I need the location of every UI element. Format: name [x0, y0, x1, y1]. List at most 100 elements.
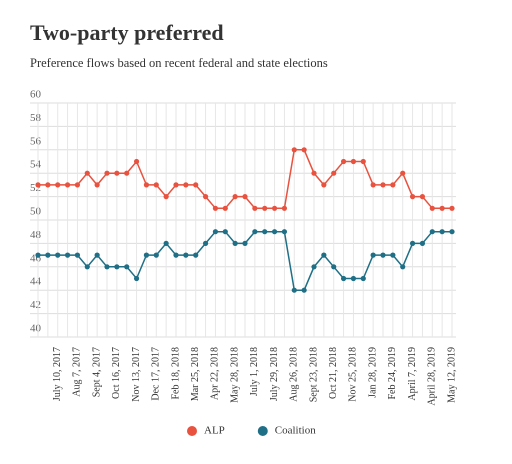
x-tick-label: Nov 13, 2017: [131, 347, 142, 402]
x-tick-label: Dec 17, 2017: [151, 347, 162, 401]
data-point: [104, 264, 110, 270]
data-point: [202, 240, 209, 246]
data-point: [419, 194, 426, 200]
y-tick-label: 46: [30, 252, 42, 264]
data-point: [242, 194, 248, 200]
x-tick-label: May 12, 2019: [446, 347, 457, 403]
data-point: [222, 229, 228, 235]
data-point: [449, 205, 455, 211]
x-tick-label: Nov 25, 2018: [348, 347, 359, 402]
data-point: [55, 182, 61, 188]
data-point: [153, 252, 159, 258]
data-point: [439, 205, 445, 211]
data-point: [74, 252, 81, 258]
x-tick-label: Sept 4, 2017: [91, 347, 102, 397]
data-point: [311, 264, 317, 270]
legend-swatch: [187, 426, 197, 436]
data-point: [124, 170, 130, 176]
x-tick-label: Feb 18, 2018: [170, 347, 181, 400]
data-point: [45, 252, 51, 258]
data-point: [350, 158, 357, 165]
data-point: [350, 275, 357, 282]
data-point: [370, 182, 376, 188]
x-tick-label: Apr 22, 2018: [210, 347, 221, 400]
x-tick-label: Oct 21, 2018: [328, 347, 339, 399]
data-point: [153, 182, 159, 188]
data-point: [390, 252, 396, 258]
data-point: [55, 252, 61, 258]
data-point: [84, 170, 90, 176]
x-tick-label: April 7, 2019: [407, 347, 418, 401]
data-point: [252, 229, 258, 235]
x-tick-label: Sept 23, 2018: [308, 347, 319, 402]
y-tick-label: 48: [30, 229, 42, 241]
data-point: [311, 170, 317, 176]
y-tick-label: 56: [30, 135, 42, 147]
data-point: [439, 229, 445, 235]
data-point: [64, 252, 71, 258]
x-tick-label: Mar 25, 2018: [190, 347, 201, 401]
data-point: [242, 240, 248, 246]
x-tick-label: Aug 7, 2017: [72, 347, 83, 397]
data-point: [114, 264, 120, 270]
data-point: [173, 182, 179, 188]
data-point: [45, 182, 51, 188]
y-tick-label: 44: [30, 276, 42, 288]
x-tick-label: Jan 28, 2019: [367, 347, 378, 398]
x-tick-label: Oct 16, 2017: [111, 347, 122, 399]
data-point: [321, 182, 327, 188]
data-point: [291, 287, 297, 293]
data-point: [380, 252, 386, 258]
data-point: [143, 182, 150, 188]
legend-swatch: [257, 426, 268, 436]
data-point: [252, 205, 258, 211]
data-point: [380, 182, 386, 188]
data-point: [281, 205, 288, 211]
x-tick-label: Aug 26, 2018: [289, 347, 300, 402]
legend-label: ALP: [204, 425, 225, 437]
x-tick-label: May 28, 2018: [229, 347, 240, 403]
data-point: [84, 264, 90, 270]
data-point: [360, 158, 366, 165]
data-point: [94, 182, 100, 188]
data-point: [212, 229, 219, 235]
data-point: [271, 205, 278, 211]
data-point: [193, 252, 199, 258]
data-point: [133, 275, 140, 282]
data-point: [331, 264, 337, 270]
data-point: [400, 170, 406, 176]
data-point: [35, 252, 41, 258]
data-point: [419, 240, 426, 246]
chart-subtitle: Preference flows based on recent federal…: [30, 56, 328, 70]
data-point: [163, 194, 169, 200]
data-point: [114, 170, 120, 176]
data-point: [74, 182, 81, 188]
data-point: [340, 158, 347, 165]
y-tick-label: 42: [30, 299, 41, 311]
data-point: [400, 264, 406, 270]
x-tick-label: July 29, 2018: [269, 347, 280, 401]
data-point: [163, 240, 169, 246]
data-point: [232, 240, 238, 246]
x-tick-label: April 28, 2019: [427, 347, 438, 406]
data-point: [104, 170, 110, 176]
y-tick-label: 54: [30, 159, 42, 171]
x-tick-label: Feb 24, 2019: [387, 347, 398, 400]
data-point: [64, 182, 71, 188]
data-point: [183, 182, 189, 188]
data-point: [331, 170, 337, 176]
x-tick-label: July 1, 2018: [249, 347, 260, 396]
data-point: [409, 194, 416, 200]
y-tick-label: 50: [30, 206, 42, 218]
data-point: [232, 194, 238, 200]
chart-title: Two-party preferred: [30, 20, 224, 45]
data-point: [193, 182, 199, 188]
data-point: [212, 205, 219, 211]
data-point: [360, 275, 366, 282]
data-point: [340, 275, 347, 282]
y-tick-label: 60: [30, 89, 42, 101]
data-point: [429, 205, 435, 211]
data-point: [291, 147, 297, 153]
data-point: [143, 252, 150, 258]
